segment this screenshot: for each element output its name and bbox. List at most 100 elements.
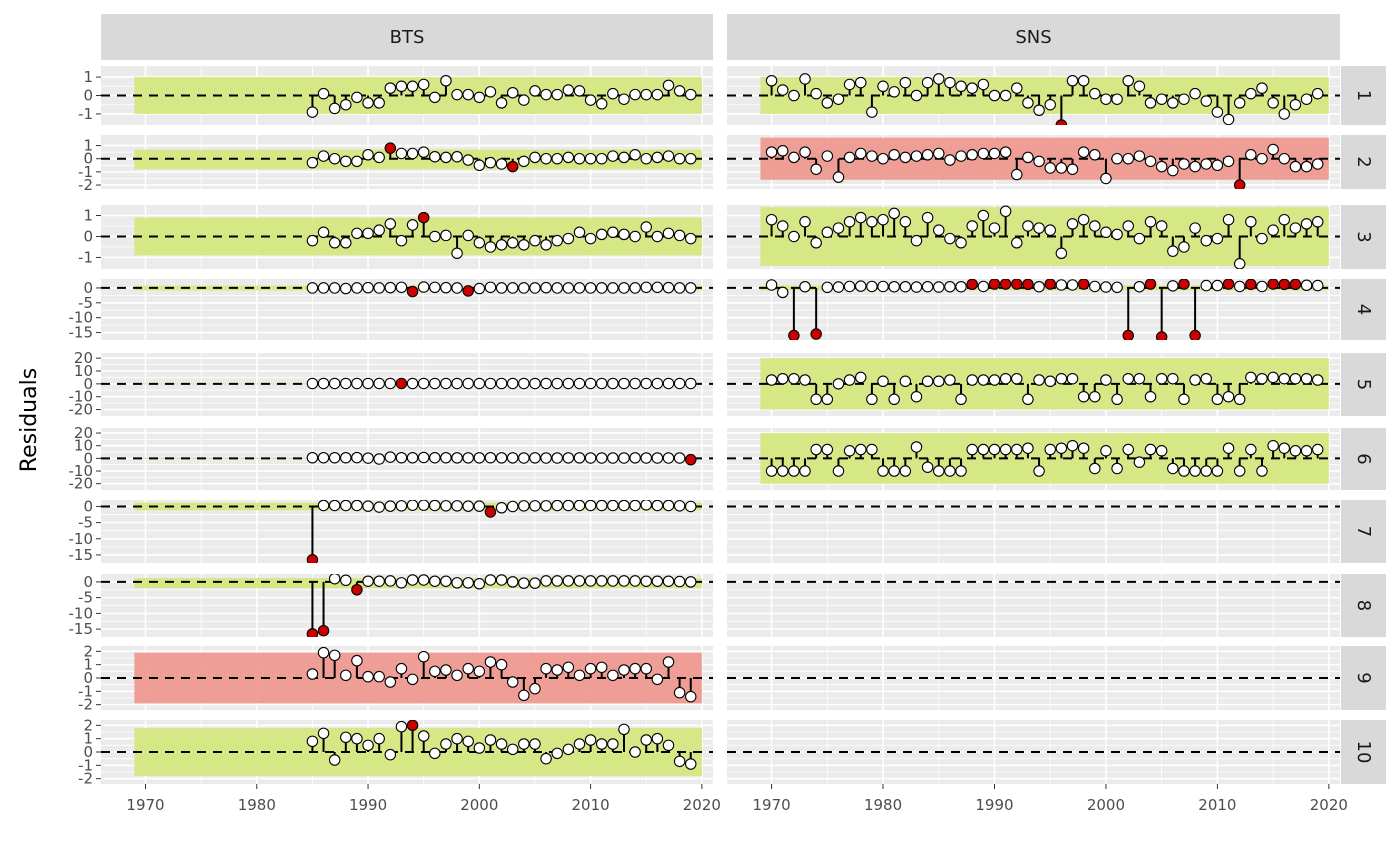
residual-point (999, 89, 1012, 102)
residual-point (629, 230, 641, 243)
residual-point (473, 742, 486, 754)
residual-point (810, 87, 822, 100)
y-tick-label: -2 (78, 770, 93, 788)
y-tick-label: 1 (83, 137, 93, 155)
residual-point (384, 500, 397, 512)
residual-point (529, 452, 541, 464)
x-tick-label: 2000 (1087, 796, 1125, 814)
flagged-point (1267, 279, 1279, 290)
residual-point (1111, 393, 1123, 406)
residual-point (495, 97, 508, 109)
residual-point (1233, 465, 1246, 477)
residual-point (1311, 216, 1324, 228)
row-strip-7 (1341, 500, 1386, 563)
x-tick-label: 2010 (1198, 796, 1236, 814)
residual-point (799, 216, 811, 228)
residual-point (799, 280, 811, 293)
residual-point (495, 282, 508, 294)
residual-point (607, 87, 619, 100)
residual-point (866, 216, 878, 228)
residual-point (1077, 390, 1090, 403)
residual-point (562, 575, 575, 587)
axes-layer: -101-2-101-101-15-10-50-20-1001020-20-10… (69, 68, 1348, 814)
residual-point (495, 452, 508, 464)
residual-point (551, 88, 563, 101)
panel-content (101, 205, 713, 269)
column-strip-bts (101, 14, 713, 60)
residual-point (373, 575, 385, 587)
residual-point (573, 738, 586, 750)
residual-point (518, 738, 530, 750)
residual-point (562, 232, 575, 245)
residual-point (429, 150, 441, 163)
residual-point (1133, 372, 1146, 385)
residual-point (1022, 151, 1034, 164)
residual-point (306, 668, 319, 680)
flagged-point (484, 506, 497, 518)
residual-point (910, 441, 923, 453)
panel-sns-9 (727, 646, 1340, 710)
residual-point (1077, 146, 1090, 158)
residual-point (988, 374, 1001, 386)
residual-point (1300, 160, 1313, 173)
residual-point (484, 86, 497, 98)
residual-point (1022, 220, 1034, 232)
residual-point (1089, 87, 1101, 100)
flagged-point (384, 142, 397, 154)
residual-point (1011, 168, 1023, 181)
residual-point (684, 690, 697, 703)
residual-point (340, 451, 352, 464)
residual-point (306, 451, 319, 464)
residual-point (640, 377, 652, 390)
residual-point (1089, 149, 1101, 161)
y-tick-label: -10 (69, 530, 94, 548)
residual-point (573, 377, 586, 390)
residual-point (406, 377, 419, 390)
residual-point (584, 232, 597, 245)
panel-content (727, 646, 1340, 710)
residual-point (955, 465, 967, 477)
residual-point (854, 76, 867, 89)
residual-point (977, 443, 990, 456)
residual-point (966, 443, 978, 456)
residual-point (440, 229, 452, 242)
residual-point (506, 576, 519, 588)
residual-point (1167, 164, 1179, 177)
residual-point (429, 500, 441, 512)
y-tick-label: 0 (83, 150, 93, 168)
residual-point (1089, 390, 1101, 403)
residual-point (607, 150, 619, 162)
residual-point (1211, 465, 1224, 477)
residual-point (1256, 372, 1268, 385)
residual-point (440, 75, 452, 87)
residual-point (328, 649, 341, 662)
residual-point (1022, 97, 1034, 109)
residual-point (1311, 374, 1324, 386)
residual-point (651, 281, 664, 294)
residual-point (1144, 216, 1157, 228)
residual-point (1245, 371, 1257, 384)
residual-point (540, 377, 552, 390)
panel-content (101, 135, 713, 189)
residual-point (1033, 280, 1045, 293)
residual-point (406, 500, 419, 511)
x-tick-label: 1970 (126, 796, 164, 814)
residual-point (1155, 220, 1168, 232)
panel-content (727, 205, 1340, 269)
residual-point (1267, 224, 1279, 236)
residual-point (1256, 152, 1268, 165)
flagged-point (351, 583, 363, 596)
residual-point (1200, 279, 1213, 292)
residual-point (618, 377, 630, 390)
residual-point (429, 451, 441, 464)
residual-point (1245, 149, 1257, 161)
flagged-point (1278, 279, 1291, 291)
residual-point (373, 453, 385, 465)
y-tick-label: -2 (78, 176, 93, 194)
residual-point (955, 150, 967, 162)
residual-point (429, 747, 441, 760)
residual-point (673, 85, 686, 97)
residual-point (1178, 93, 1190, 105)
residual-point (651, 452, 664, 464)
residual-point (1211, 279, 1224, 292)
